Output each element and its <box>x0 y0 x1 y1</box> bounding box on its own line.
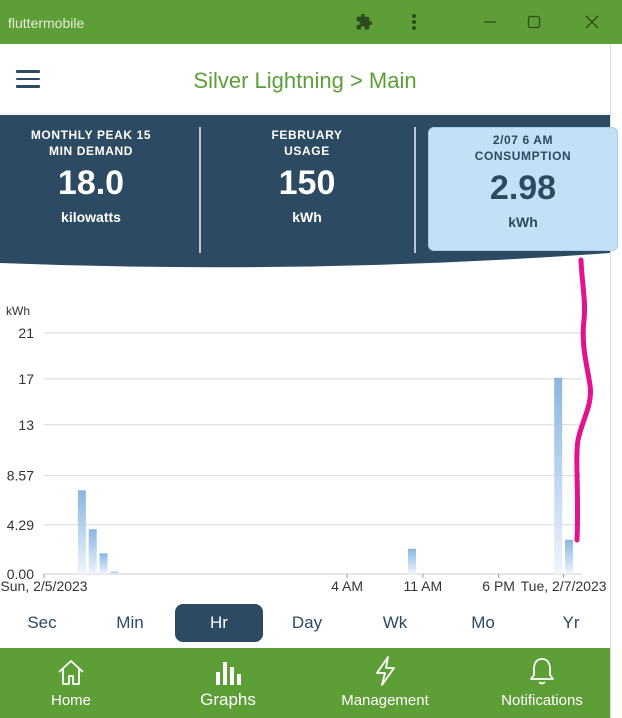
y-tick-label: 0.00 <box>7 566 34 582</box>
interval-min[interactable]: Min <box>116 613 144 632</box>
extension-icon[interactable] <box>350 8 378 36</box>
x-tick-label: Tue, 2/7/2023 <box>521 578 607 594</box>
nav-label: Management <box>341 692 429 709</box>
bell-icon <box>467 656 617 686</box>
close-icon[interactable] <box>578 8 606 36</box>
stat-value: 2.98 <box>489 169 557 207</box>
minimize-icon[interactable] <box>476 8 504 36</box>
window-titlebar: fluttermobile <box>0 0 622 44</box>
page-title: Silver Lightning > Main <box>193 68 417 93</box>
interval-sec[interactable]: Sec <box>27 613 57 632</box>
consumption-stat[interactable]: 2/07 6 AM CONSUMPTION 2.98 kWh <box>428 127 618 251</box>
chart-bar[interactable] <box>110 571 119 574</box>
bar-chart-icon <box>153 656 303 686</box>
home-icon <box>0 656 146 686</box>
stat-unit: kWh <box>292 209 322 225</box>
stat-divider <box>414 127 416 253</box>
chart-bar[interactable] <box>88 529 97 574</box>
x-tick-label: 6 PM <box>482 578 515 594</box>
window-title: fluttermobile <box>8 15 85 31</box>
interval-selector: Sec Min Hr Day Wk Mo Yr <box>0 604 610 642</box>
stat-label: FEBRUARY USAGE <box>271 128 343 158</box>
stat-value: 150 <box>278 164 336 202</box>
nav-label: Home <box>50 692 91 709</box>
nav-label: Graphs <box>200 690 256 709</box>
y-tick-label: 4.29 <box>7 517 34 533</box>
stat-label: 2/07 6 AM CONSUMPTION <box>474 133 572 163</box>
monthly-usage-stat[interactable]: FEBRUARY USAGE 150 kWh <box>212 127 402 225</box>
stat-unit: kilowatts <box>61 209 121 225</box>
stat-unit: kWh <box>508 214 538 230</box>
nav-graphs[interactable]: Graphs <box>153 656 303 710</box>
stats-banner: MONTHLY PEAK 15 MIN DEMAND 18.0 kilowatt… <box>0 115 618 270</box>
nav-label: Notifications <box>501 692 583 709</box>
x-tick-label: Sun, 2/5/2023 <box>0 578 87 594</box>
interval-yr[interactable]: Yr <box>562 613 580 632</box>
menu-icon[interactable] <box>16 70 40 88</box>
interval-wk[interactable]: Wk <box>382 613 408 632</box>
peak-demand-stat[interactable]: MONTHLY PEAK 15 MIN DEMAND 18.0 kilowatt… <box>0 127 186 225</box>
annotation-stroke <box>574 257 594 543</box>
interval-mo[interactable]: Mo <box>471 613 495 632</box>
chart-bar[interactable] <box>99 553 108 574</box>
lightning-icon <box>310 656 460 686</box>
bottom-navigation: Home Graphs Management Notifications <box>0 648 610 718</box>
chart-bar[interactable] <box>565 539 574 574</box>
nav-management[interactable]: Management <box>310 656 460 709</box>
chart-bar[interactable] <box>77 490 86 574</box>
stat-divider <box>199 127 201 253</box>
chart-bar[interactable] <box>408 548 417 574</box>
interval-hr[interactable]: Hr <box>175 604 263 642</box>
y-tick-label: 8.57 <box>7 468 34 484</box>
more-options-icon[interactable] <box>400 8 428 36</box>
y-tick-label: 21 <box>18 325 34 341</box>
x-tick-label: 11 AM <box>404 578 443 594</box>
y-tick-label: 13 <box>18 417 34 433</box>
app-bar: Silver Lightning > Main <box>0 44 610 114</box>
maximize-icon[interactable] <box>520 8 548 36</box>
chart-bar[interactable] <box>554 377 563 574</box>
y-tick-label: 17 <box>18 371 34 387</box>
stat-label: MONTHLY PEAK 15 MIN DEMAND <box>30 128 152 158</box>
x-tick-label: 4 AM <box>331 578 363 594</box>
nav-home[interactable]: Home <box>0 656 146 709</box>
interval-day[interactable]: Day <box>291 613 323 632</box>
nav-notifications[interactable]: Notifications <box>467 656 617 709</box>
stat-value: 18.0 <box>57 164 125 202</box>
y-axis-unit: kWh <box>6 304 30 318</box>
